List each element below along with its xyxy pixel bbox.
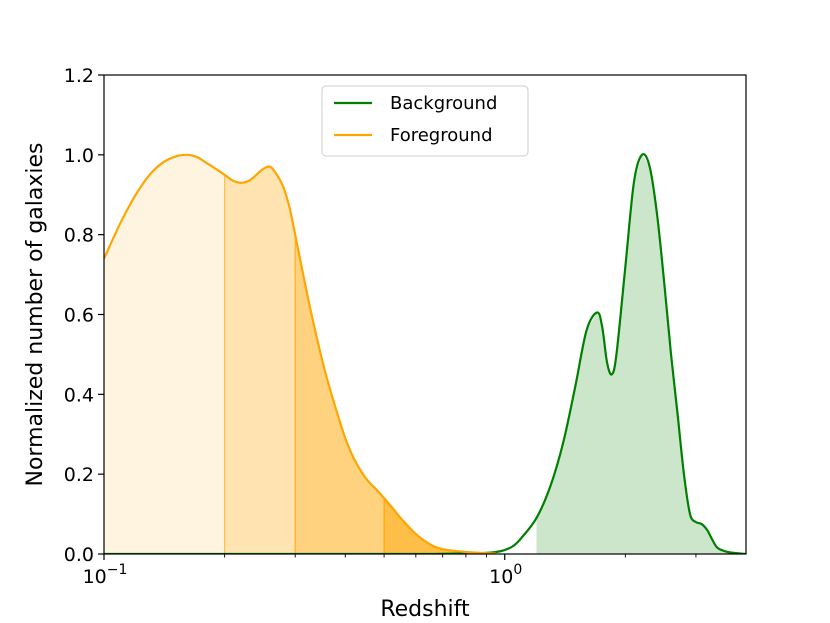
- legend-label-background: Background: [390, 93, 497, 114]
- foreground-fill-band-2: [224, 166, 296, 554]
- y-tick-label: 0.0: [64, 544, 94, 566]
- y-tick-label: 0.8: [64, 225, 94, 247]
- legend-box: [321, 85, 529, 157]
- foreground-fill-band-1: [104, 154, 225, 554]
- x-axis: 10−1 100: [83, 554, 697, 588]
- series-lines: [104, 153, 746, 554]
- foreground-fill-band-3: [295, 234, 385, 554]
- x-tick-label: 10−1: [83, 562, 128, 588]
- background-fill: [536, 154, 746, 554]
- y-axis-title: Normalized number of galaxies: [23, 143, 48, 487]
- foreground-fill-band-4: [384, 498, 496, 554]
- y-tick-label: 1.2: [64, 65, 94, 87]
- y-tick-label: 0.2: [64, 464, 94, 486]
- x-tick-label: 100: [489, 562, 522, 588]
- series-fills: [104, 154, 746, 554]
- foreground-line: [104, 153, 496, 554]
- y-axis: 0.0 0.2 0.4 0.6 0.8 1.0 1.2: [64, 65, 104, 566]
- y-tick-label: 0.4: [64, 384, 94, 406]
- y-tick-label: 0.6: [64, 305, 94, 327]
- legend-label-foreground: Foreground: [390, 125, 493, 146]
- y-tick-label: 1.0: [64, 145, 94, 167]
- background-line: [104, 153, 746, 554]
- x-axis-title: Redshift: [380, 597, 470, 622]
- legend: Background Foreground: [321, 85, 529, 157]
